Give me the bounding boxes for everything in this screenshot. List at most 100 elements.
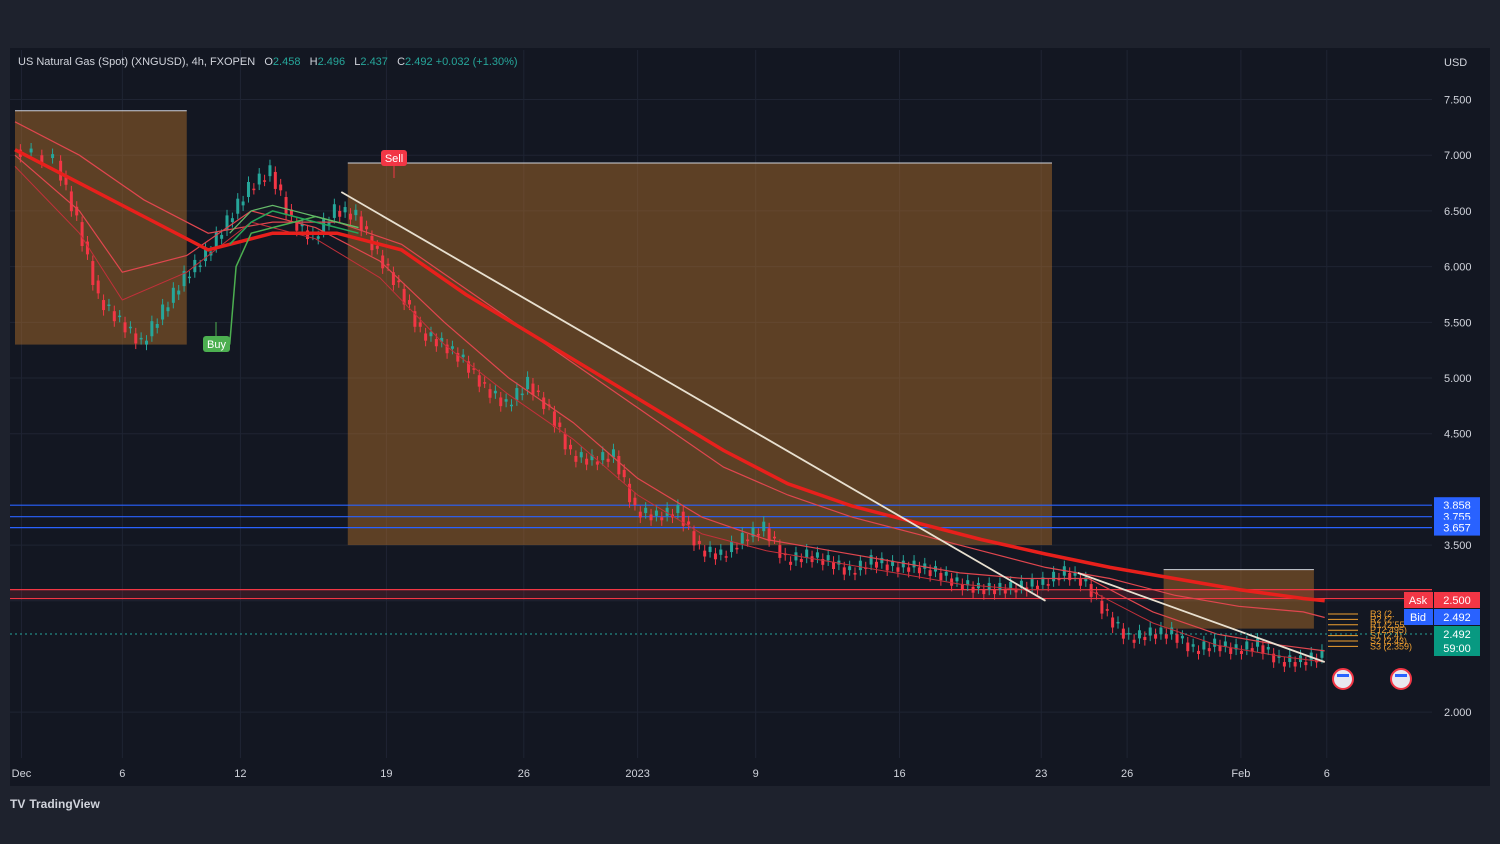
candle-body [1084, 577, 1088, 582]
pivot-label-0: R3 (2. [1370, 609, 1395, 619]
candle-body [123, 322, 127, 333]
candle-body [456, 352, 460, 362]
candle-body [51, 154, 55, 159]
zone-1 [347, 163, 1052, 546]
candle-body [150, 321, 154, 337]
candle-body [703, 550, 707, 557]
brand-name: TradingView [29, 797, 100, 811]
candle-body [295, 222, 299, 231]
candle-body [1218, 645, 1222, 652]
candle-body [832, 561, 836, 570]
candle-body [756, 533, 760, 536]
brand[interactable]: TV TradingView [10, 797, 100, 811]
candle-body [64, 176, 68, 185]
candle-body [359, 216, 363, 231]
candle-body [1154, 634, 1158, 639]
candle-body [327, 222, 331, 225]
candle-body [697, 540, 701, 544]
candle-body [509, 404, 513, 407]
last-price-badge [1434, 626, 1480, 656]
x-tick-label-4: 26 [518, 768, 530, 780]
zones [15, 110, 1314, 629]
candle-body [230, 218, 234, 223]
candle-body [375, 245, 379, 249]
candle-body [1191, 644, 1195, 647]
candle-body [118, 315, 122, 318]
candle-body [279, 184, 283, 191]
candle-body [96, 280, 100, 294]
x-tick-label-11: 6 [1324, 768, 1330, 780]
candle-body [252, 188, 256, 191]
series-line-4 [14, 148, 1325, 603]
badge-value-0: 2.500 [1443, 595, 1471, 607]
sell-signal-bg [381, 150, 407, 166]
candle-body [590, 454, 594, 461]
candle-body [166, 307, 170, 312]
candle-body [628, 483, 632, 503]
candle-body [472, 368, 476, 370]
high-value: 2.496 [317, 56, 346, 68]
candle-body [601, 452, 605, 461]
candle-body [815, 552, 819, 558]
candle-body [638, 511, 642, 518]
candle-body [762, 521, 766, 532]
candle-body [794, 552, 798, 561]
candle-body [719, 549, 723, 555]
series-line-2 [14, 154, 1325, 652]
candle-body [145, 340, 149, 345]
candle-body [708, 546, 712, 553]
candle-body [450, 346, 454, 349]
y-tick-label-4: 5.500 [1444, 317, 1472, 329]
candle-body [284, 197, 288, 214]
candle-body [826, 555, 830, 561]
candle-body [692, 531, 696, 546]
candle-body [611, 449, 615, 458]
candle-body [75, 206, 79, 216]
buy-signal-label: Buy [207, 339, 226, 351]
candle-body [751, 527, 755, 537]
candle-body [220, 234, 224, 239]
candle-body [1266, 646, 1270, 650]
candle-body [724, 556, 728, 558]
candle-body [542, 397, 546, 409]
candle-body [1052, 571, 1056, 582]
candle-body [332, 204, 336, 218]
candle-body [257, 173, 261, 185]
candle-body [622, 469, 626, 478]
candle-body [660, 517, 664, 521]
x-tick-label-5: 2023 [625, 768, 649, 780]
series-line-8 [340, 191, 1046, 602]
candle-body [1320, 649, 1324, 658]
candle-body [1073, 571, 1077, 576]
candle-body [1148, 627, 1152, 636]
series-line-5 [228, 215, 359, 345]
low-label: L [354, 56, 361, 68]
candle-body [799, 559, 803, 563]
series-line-7 [229, 204, 359, 234]
candle-body [424, 333, 428, 341]
x-tick-label-8: 23 [1035, 768, 1047, 780]
candle-body [1272, 653, 1276, 663]
candle-body [1143, 636, 1147, 641]
sell-signal-label: Sell [385, 153, 403, 165]
tradingview-logo-icon: TV [10, 797, 26, 811]
candle-body [316, 236, 320, 239]
candle-body [1186, 642, 1190, 652]
pivot-label-4: S1 (2.4) [1370, 631, 1402, 641]
candle-body [241, 201, 245, 206]
candle-body [1137, 630, 1141, 639]
candle-body [381, 255, 385, 269]
chart-frame[interactable] [10, 48, 1490, 786]
candle-body [236, 198, 240, 214]
candle-body [204, 248, 208, 262]
candle-body [1116, 621, 1120, 624]
candle-body [1159, 627, 1163, 635]
candle-body [531, 383, 535, 395]
y-tick-label-1: 7.000 [1444, 150, 1472, 162]
candle-body [300, 223, 304, 227]
candle-body [1213, 638, 1217, 647]
y-tick-label-5: 5.000 [1444, 373, 1472, 385]
badge-label-bg-0 [1404, 592, 1433, 608]
low-value: 2.437 [360, 56, 388, 68]
